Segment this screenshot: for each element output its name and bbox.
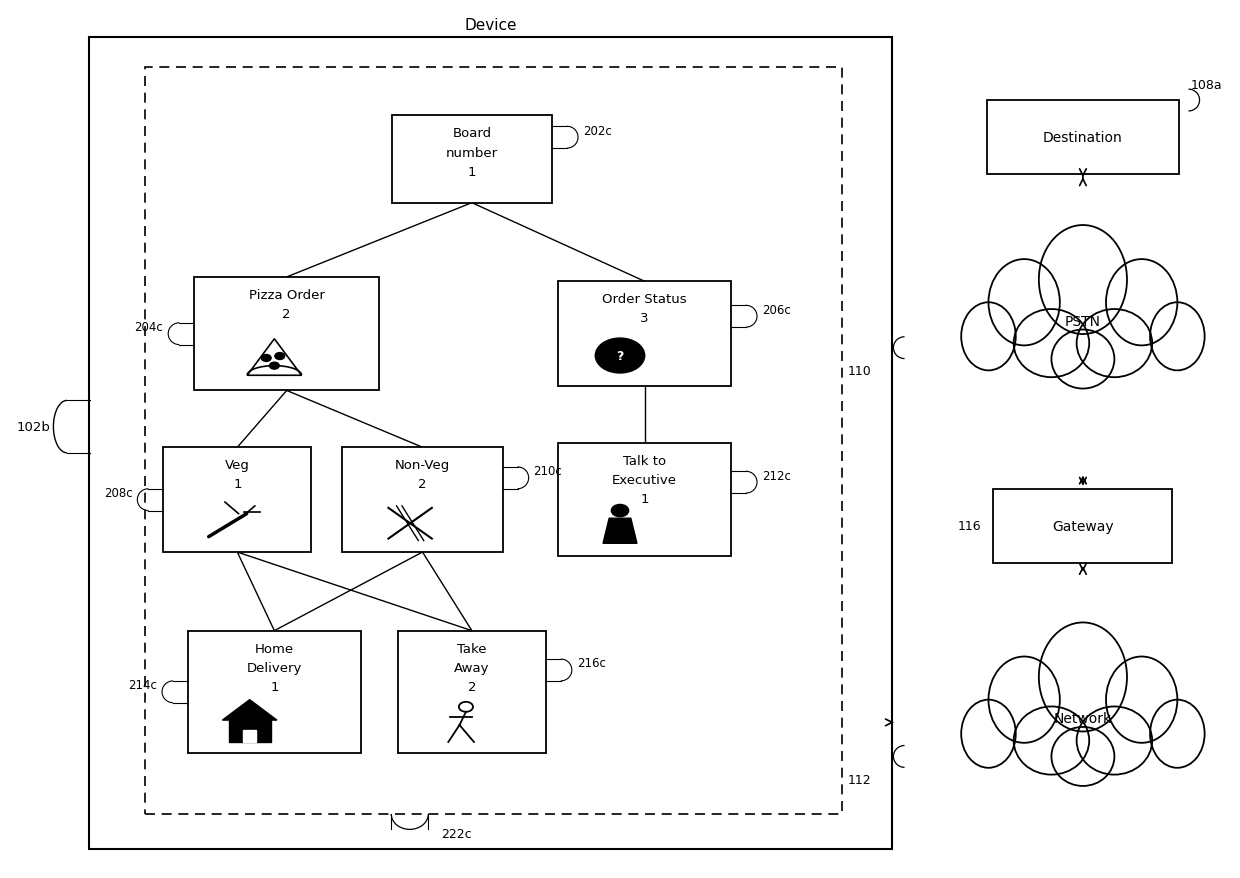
- Bar: [392, 116, 552, 204]
- Bar: [243, 730, 257, 742]
- Ellipse shape: [961, 303, 1016, 371]
- Ellipse shape: [1076, 707, 1152, 774]
- Text: Pizza Order: Pizza Order: [249, 289, 325, 301]
- Text: PSTN: PSTN: [1065, 314, 1101, 328]
- Text: 2: 2: [467, 680, 476, 694]
- Text: Destination: Destination: [1043, 131, 1122, 145]
- Circle shape: [275, 353, 285, 360]
- Text: Home: Home: [254, 642, 294, 655]
- Text: 3: 3: [640, 312, 649, 325]
- Bar: [558, 443, 732, 557]
- Text: Non-Veg: Non-Veg: [394, 458, 450, 471]
- Text: 1: 1: [233, 478, 242, 491]
- Text: ?: ?: [616, 349, 624, 363]
- Text: Away: Away: [454, 661, 490, 674]
- Text: 110: 110: [847, 364, 872, 378]
- Text: Board: Board: [453, 127, 491, 140]
- Text: 116: 116: [957, 520, 981, 533]
- Ellipse shape: [988, 657, 1060, 743]
- Bar: [342, 448, 502, 552]
- Bar: [89, 38, 892, 849]
- Ellipse shape: [1106, 260, 1177, 346]
- Ellipse shape: [1149, 700, 1204, 768]
- Text: 112: 112: [848, 773, 872, 786]
- Text: 1: 1: [640, 493, 649, 506]
- Bar: [398, 631, 546, 753]
- Bar: [229, 720, 270, 742]
- Text: 108a: 108a: [1190, 79, 1223, 92]
- Circle shape: [269, 363, 279, 370]
- Ellipse shape: [1149, 303, 1204, 371]
- Ellipse shape: [1039, 226, 1127, 335]
- Text: Executive: Executive: [613, 473, 677, 486]
- Ellipse shape: [1052, 727, 1115, 786]
- Text: 2: 2: [418, 478, 427, 491]
- Polygon shape: [603, 519, 637, 543]
- Text: Order Status: Order Status: [603, 293, 687, 306]
- Circle shape: [595, 339, 645, 373]
- Bar: [164, 448, 311, 552]
- Text: Gateway: Gateway: [1052, 519, 1114, 533]
- Ellipse shape: [1039, 623, 1127, 731]
- Bar: [558, 282, 732, 386]
- Text: Take: Take: [458, 642, 486, 655]
- Ellipse shape: [988, 260, 1060, 346]
- Text: 1: 1: [467, 166, 476, 178]
- Text: 1: 1: [270, 680, 279, 694]
- Text: 206c: 206c: [761, 304, 791, 316]
- Text: 222c: 222c: [440, 827, 471, 840]
- Bar: [195, 277, 379, 391]
- Ellipse shape: [1052, 330, 1115, 389]
- Text: 204c: 204c: [134, 320, 164, 334]
- Text: Network: Network: [1054, 711, 1112, 725]
- Ellipse shape: [961, 700, 1016, 768]
- Ellipse shape: [1106, 657, 1177, 743]
- Text: Delivery: Delivery: [247, 661, 303, 674]
- Circle shape: [262, 355, 272, 362]
- Text: 216c: 216c: [577, 657, 605, 670]
- Polygon shape: [222, 700, 277, 720]
- Bar: [993, 489, 1172, 564]
- Text: Device: Device: [464, 18, 517, 33]
- Text: 208c: 208c: [104, 486, 133, 500]
- Text: 212c: 212c: [761, 469, 791, 482]
- Text: 102b: 102b: [16, 421, 51, 434]
- Ellipse shape: [1013, 310, 1089, 378]
- Text: Talk to: Talk to: [624, 454, 666, 467]
- Text: 210c: 210c: [533, 464, 562, 478]
- Ellipse shape: [1076, 310, 1152, 378]
- Text: Veg: Veg: [224, 458, 249, 471]
- Bar: [145, 68, 842, 814]
- Text: number: number: [446, 147, 498, 159]
- Text: 2: 2: [283, 308, 291, 320]
- Ellipse shape: [1013, 707, 1089, 774]
- Bar: [188, 631, 361, 753]
- Bar: [987, 101, 1178, 175]
- Text: 214c: 214c: [128, 679, 157, 692]
- Circle shape: [611, 505, 629, 517]
- Text: 202c: 202c: [583, 125, 611, 138]
